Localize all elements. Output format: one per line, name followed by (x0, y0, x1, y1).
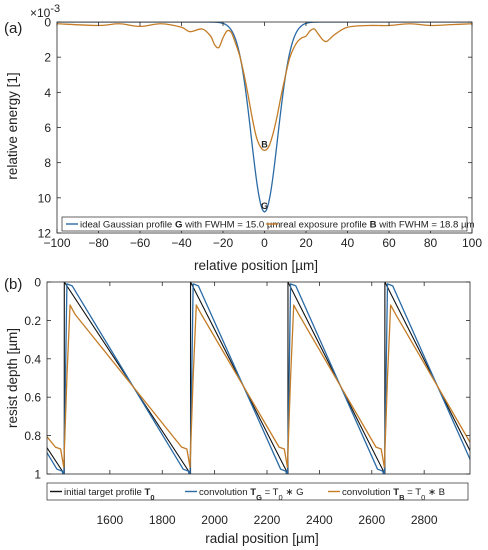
panel-a-y-axis-label: relative energy [1] (5, 72, 20, 179)
panel-a-x-tick-label: 40 (341, 236, 355, 250)
panel-a-series-line-1 (57, 22, 472, 213)
panel-a-annotation-b: B (261, 139, 268, 149)
panel-a-series-line-2 (57, 23, 472, 152)
panel-a-y-tick-label: 6 (44, 121, 51, 135)
panel-a-x-tick-label: −100 (43, 236, 70, 250)
panel-a-y-tick-label: 4 (44, 86, 51, 100)
panel-b-x-tick-label: 2400 (306, 513, 333, 527)
panel-b-x-tick-label: 1800 (149, 513, 176, 527)
panel-b-y-tick-label: 0.2 (24, 314, 41, 328)
panel-a-x-axis-label: relative position [µm] (194, 258, 318, 273)
panel-b-y-tick-label: 1 (34, 468, 41, 482)
panel-b-chart: (b) 1600 1800 2000 2200 2400 2600 2800 0 0.2 0.4 0… (4, 276, 471, 546)
panel-a-x-tick-label: −40 (171, 236, 192, 250)
panel-b-x-tick-label: 2000 (201, 513, 228, 527)
panel-a-x-tick-label: −20 (213, 236, 234, 250)
panel-a-y-multiplier: ×10-3 (30, 3, 60, 20)
panel-b-y-tick-label: 0.6 (24, 391, 41, 405)
panel-a-y-tick-label: 12 (38, 227, 52, 241)
panel-a-label: (a) (4, 20, 22, 37)
panel-a-legend-entry-2: real exposure profile B with FWHM = 18.8… (280, 220, 475, 231)
panel-a-x-tick-label: −60 (130, 236, 151, 250)
panel-a-y-tick-label: 10 (38, 191, 52, 205)
panel-b-x-tick-label: 1600 (97, 513, 124, 527)
panel-a-y-tick-label: 0 (44, 16, 51, 30)
panel-b-legend: initial target profile T0 convolution TG … (46, 482, 469, 502)
panel-b-y-tick-label: 0.8 (24, 429, 41, 443)
panel-a-x-tick-label: −80 (88, 236, 109, 250)
panel-b-series-line-3 (47, 304, 470, 468)
panel-b-legend-entry-2: convolution TG = T0 ∗ G (199, 487, 304, 502)
panel-b-y-axis-label: resist depth [µm] (5, 328, 20, 428)
panel-a-legend-box (61, 216, 468, 232)
panel-b-x-tick-label: 2800 (411, 513, 438, 527)
panel-a-legend: ideal Gaussian profile G with FWHM = 15.… (61, 216, 475, 232)
panel-b-y-tick-label: 0.4 (24, 352, 41, 366)
panel-b-series-line-1 (47, 282, 470, 474)
panel-b-x-tick-label: 2600 (358, 513, 385, 527)
panel-b-legend-box (46, 482, 469, 501)
panel-a-x-tick-label: 100 (462, 236, 482, 250)
panel-a-legend-entry-1: ideal Gaussian profile G with FWHM = 15.… (80, 220, 280, 231)
panel-a-annotation-g: G (261, 201, 268, 211)
panel-b-y-tick-label: 0 (34, 276, 41, 290)
panel-b-legend-entry-1: initial target profile T0 (64, 487, 155, 502)
panel-a-x-tick-label: 0 (261, 236, 268, 250)
panel-b-x-tick-label: 2200 (254, 513, 281, 527)
panel-b-x-axis-label: radial position [µm] (205, 531, 319, 546)
panel-b-legend-entry-3: convolution TB = T0 ∗ B (342, 487, 445, 502)
panel-a-x-tick-label: 20 (299, 236, 313, 250)
panel-a-y-tick-label: 8 (44, 156, 51, 170)
panel-a-chart: (a) ×10-3 BG −100 −80 −60 −40 −20 0 20 40 60 80 10… (4, 3, 482, 273)
panel-a-y-tick-label: 2 (44, 51, 51, 65)
panel-a-x-tick-label: 80 (424, 236, 438, 250)
panel-b-axes-box (46, 281, 471, 475)
panel-a-x-tick-label: 60 (382, 236, 396, 250)
panel-b-label: (b) (4, 276, 22, 293)
